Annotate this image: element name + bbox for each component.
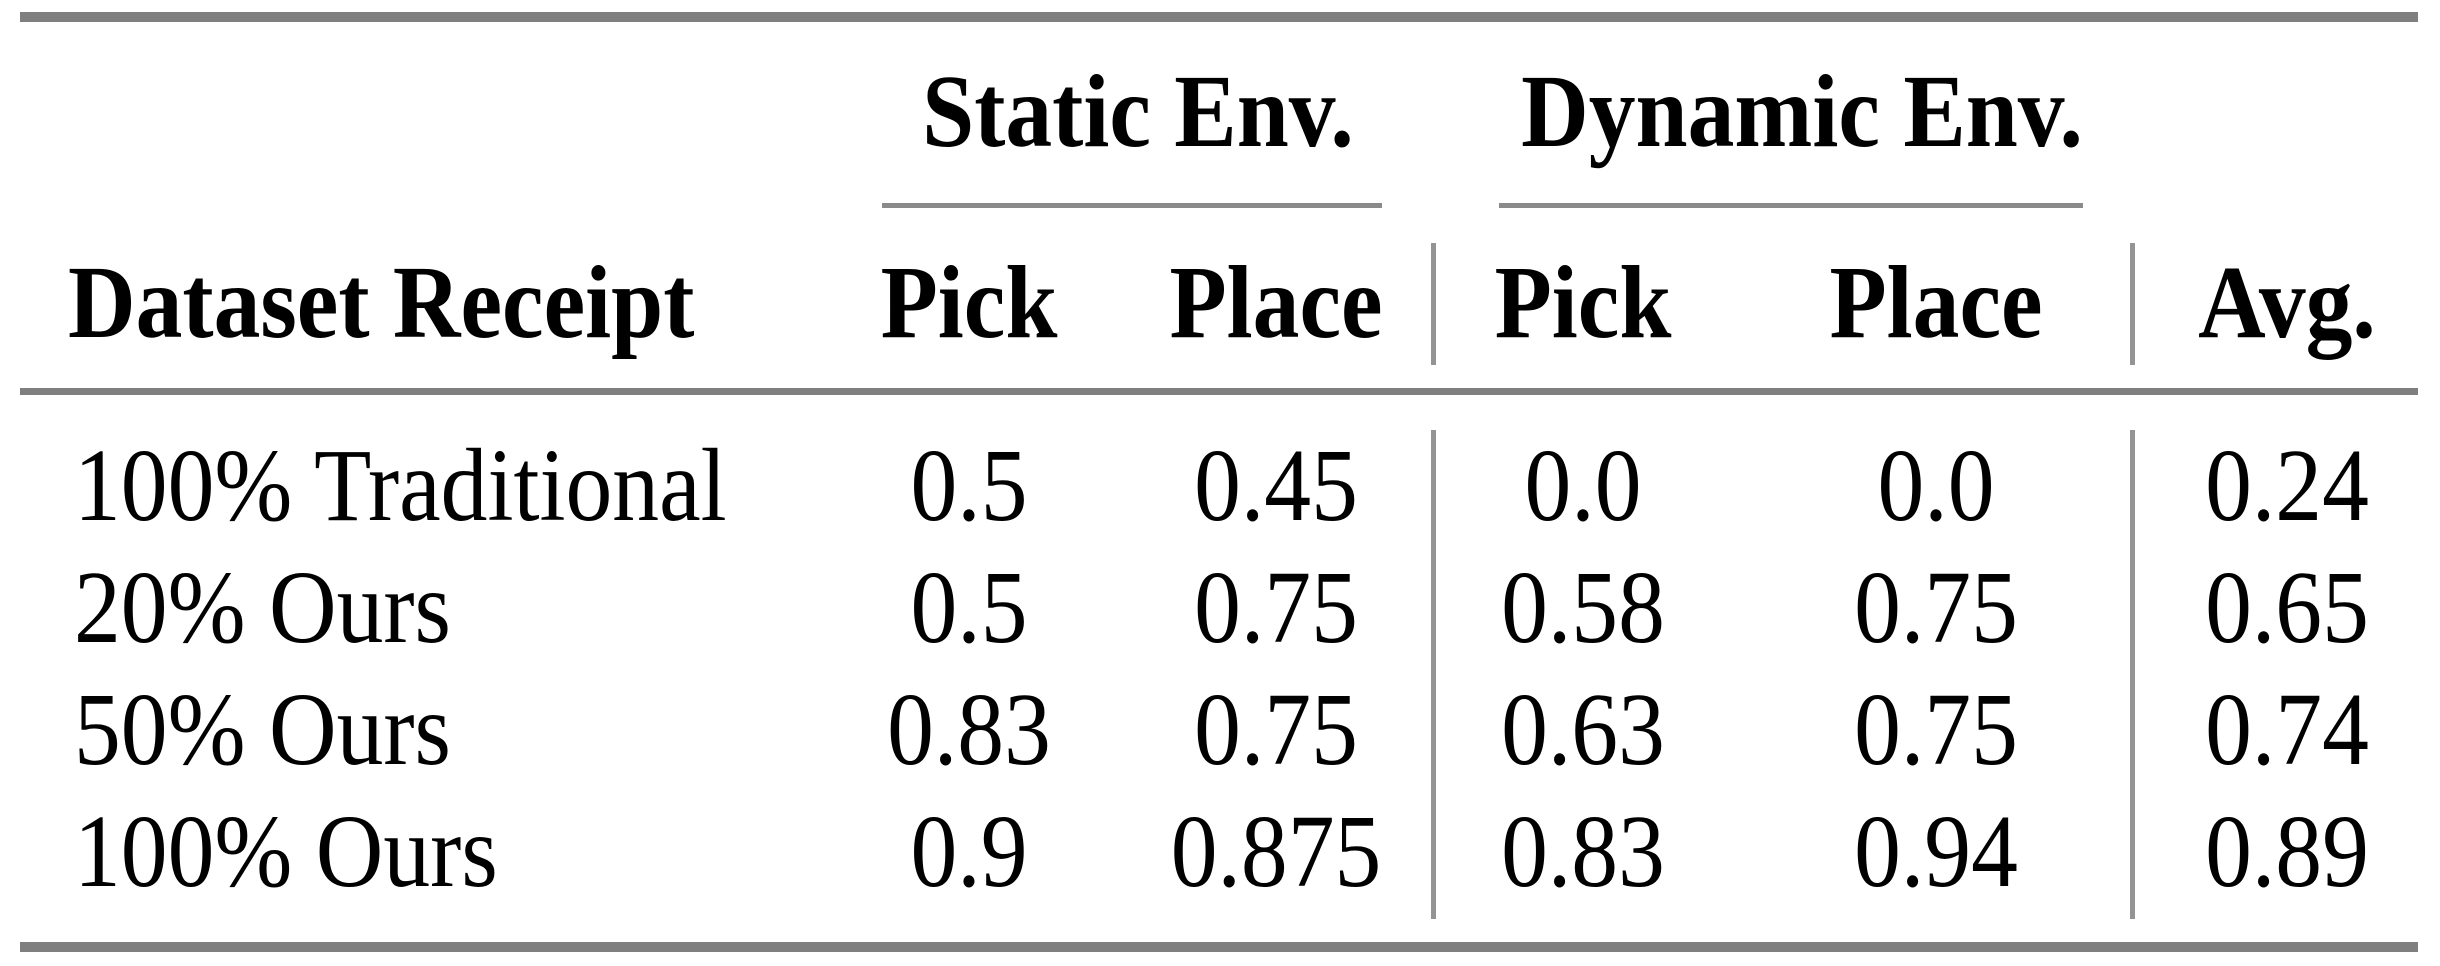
- header-static-place: Place: [1169, 245, 1383, 360]
- cell-row3-avg: 0.89: [2205, 794, 2369, 909]
- cell-row1-static-pick: 0.5: [910, 550, 1028, 665]
- cell-row1-dynamic-place: 0.75: [1854, 550, 2018, 665]
- cell-row0-static-pick: 0.5: [910, 428, 1028, 543]
- divider-place-avg-body: [2130, 430, 2135, 919]
- cell-row2-label: 50% Ours: [74, 672, 451, 787]
- cell-row2-static-place: 0.75: [1194, 672, 1358, 787]
- cell-row1-label: 20% Ours: [74, 550, 451, 665]
- bottom-rule: [20, 942, 2418, 952]
- colgroup-label-static-env: Static Env.: [922, 54, 1354, 169]
- divider-static-dynamic-body: [1431, 430, 1436, 919]
- cell-row0-avg: 0.24: [2205, 428, 2369, 543]
- top-rule: [20, 12, 2418, 22]
- cell-row1-dynamic-pick: 0.58: [1501, 550, 1665, 665]
- cell-row2-static-pick: 0.83: [887, 672, 1051, 787]
- cell-row2-dynamic-pick: 0.63: [1501, 672, 1665, 787]
- cell-row3-dynamic-pick: 0.83: [1501, 794, 1665, 909]
- cell-row0-dynamic-place: 0.0: [1877, 428, 1995, 543]
- header-dynamic-place: Place: [1829, 245, 2043, 360]
- header-dataset-receipt: Dataset Receipt: [68, 245, 695, 360]
- header-avg: Avg.: [2198, 245, 2376, 360]
- colgroup-label-dynamic-env: Dynamic Env.: [1521, 54, 2083, 169]
- cell-row3-static-place: 0.875: [1170, 794, 1382, 909]
- cell-row2-avg: 0.74: [2205, 672, 2369, 787]
- static-env-cmidrule: [882, 203, 1382, 208]
- cell-row3-dynamic-place: 0.94: [1854, 794, 2018, 909]
- cell-row0-label: 100% Traditional: [74, 428, 727, 543]
- cell-row3-label: 100% Ours: [74, 794, 498, 909]
- cell-row0-static-place: 0.45: [1194, 428, 1358, 543]
- cell-row1-static-place: 0.75: [1194, 550, 1358, 665]
- cell-row1-avg: 0.65: [2205, 550, 2369, 665]
- header-dynamic-pick: Pick: [1494, 245, 1672, 360]
- header-static-pick: Pick: [880, 245, 1058, 360]
- dynamic-env-cmidrule: [1499, 203, 2083, 208]
- header-rule: [20, 388, 2418, 395]
- cell-row0-dynamic-pick: 0.0: [1524, 428, 1642, 543]
- divider-place-avg-header: [2130, 243, 2135, 365]
- cell-row2-dynamic-place: 0.75: [1854, 672, 2018, 787]
- divider-static-dynamic-header: [1431, 243, 1436, 365]
- cell-row3-static-pick: 0.9: [910, 794, 1028, 909]
